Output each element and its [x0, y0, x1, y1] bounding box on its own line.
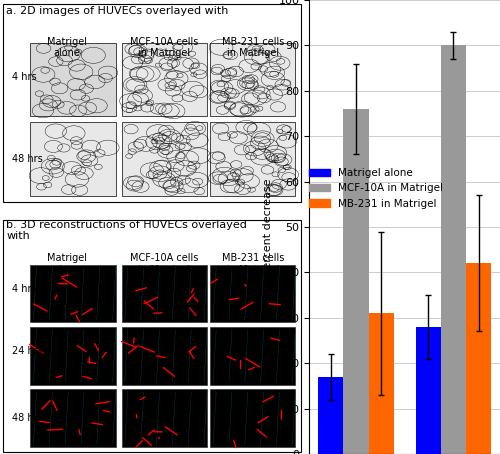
Text: MB-231 cells
in Matrigel: MB-231 cells in Matrigel	[222, 37, 284, 58]
Text: 4 hrs: 4 hrs	[12, 73, 37, 83]
Bar	[441, 45, 466, 454]
FancyBboxPatch shape	[122, 43, 207, 116]
Bar	[368, 313, 394, 454]
FancyBboxPatch shape	[30, 327, 116, 385]
FancyBboxPatch shape	[210, 327, 296, 385]
Bar	[466, 263, 491, 454]
Text: Matrigel
alone: Matrigel alone	[47, 37, 87, 58]
Text: 24 hrs: 24 hrs	[12, 346, 43, 356]
FancyBboxPatch shape	[210, 122, 296, 196]
FancyBboxPatch shape	[30, 122, 116, 196]
Text: b. 3D reconstructions of HUVECs overlayed
with: b. 3D reconstructions of HUVECs overlaye…	[6, 220, 247, 241]
FancyBboxPatch shape	[122, 327, 207, 385]
Text: 4 hrs: 4 hrs	[12, 284, 37, 294]
Bar	[344, 109, 368, 454]
FancyBboxPatch shape	[3, 220, 302, 452]
FancyBboxPatch shape	[122, 265, 207, 322]
Text: MCF-10A cells
in Matrigel: MCF-10A cells in Matrigel	[130, 253, 198, 275]
Bar	[318, 377, 344, 454]
FancyBboxPatch shape	[3, 4, 302, 202]
FancyBboxPatch shape	[30, 390, 116, 447]
Y-axis label: Percent decrease: Percent decrease	[263, 179, 273, 275]
Bar	[416, 327, 441, 454]
FancyBboxPatch shape	[122, 390, 207, 447]
FancyBboxPatch shape	[210, 43, 296, 116]
Text: MB-231 cells
in Matrigel: MB-231 cells in Matrigel	[222, 253, 284, 275]
FancyBboxPatch shape	[30, 43, 116, 116]
Legend: Matrigel alone, MCF-10A in Matrigel, MB-231 in Matrigel: Matrigel alone, MCF-10A in Matrigel, MB-…	[305, 164, 448, 213]
Text: Matrigel
alone: Matrigel alone	[47, 253, 87, 275]
FancyBboxPatch shape	[30, 265, 116, 322]
FancyBboxPatch shape	[210, 265, 296, 322]
Text: 48 hrs: 48 hrs	[12, 413, 43, 423]
FancyBboxPatch shape	[210, 390, 296, 447]
Text: 48 hrs: 48 hrs	[12, 154, 43, 164]
Text: MCF-10A cells
in Matrigel: MCF-10A cells in Matrigel	[130, 37, 198, 58]
Text: a. 2D images of HUVECs overlayed with: a. 2D images of HUVECs overlayed with	[6, 6, 228, 16]
FancyBboxPatch shape	[122, 122, 207, 196]
